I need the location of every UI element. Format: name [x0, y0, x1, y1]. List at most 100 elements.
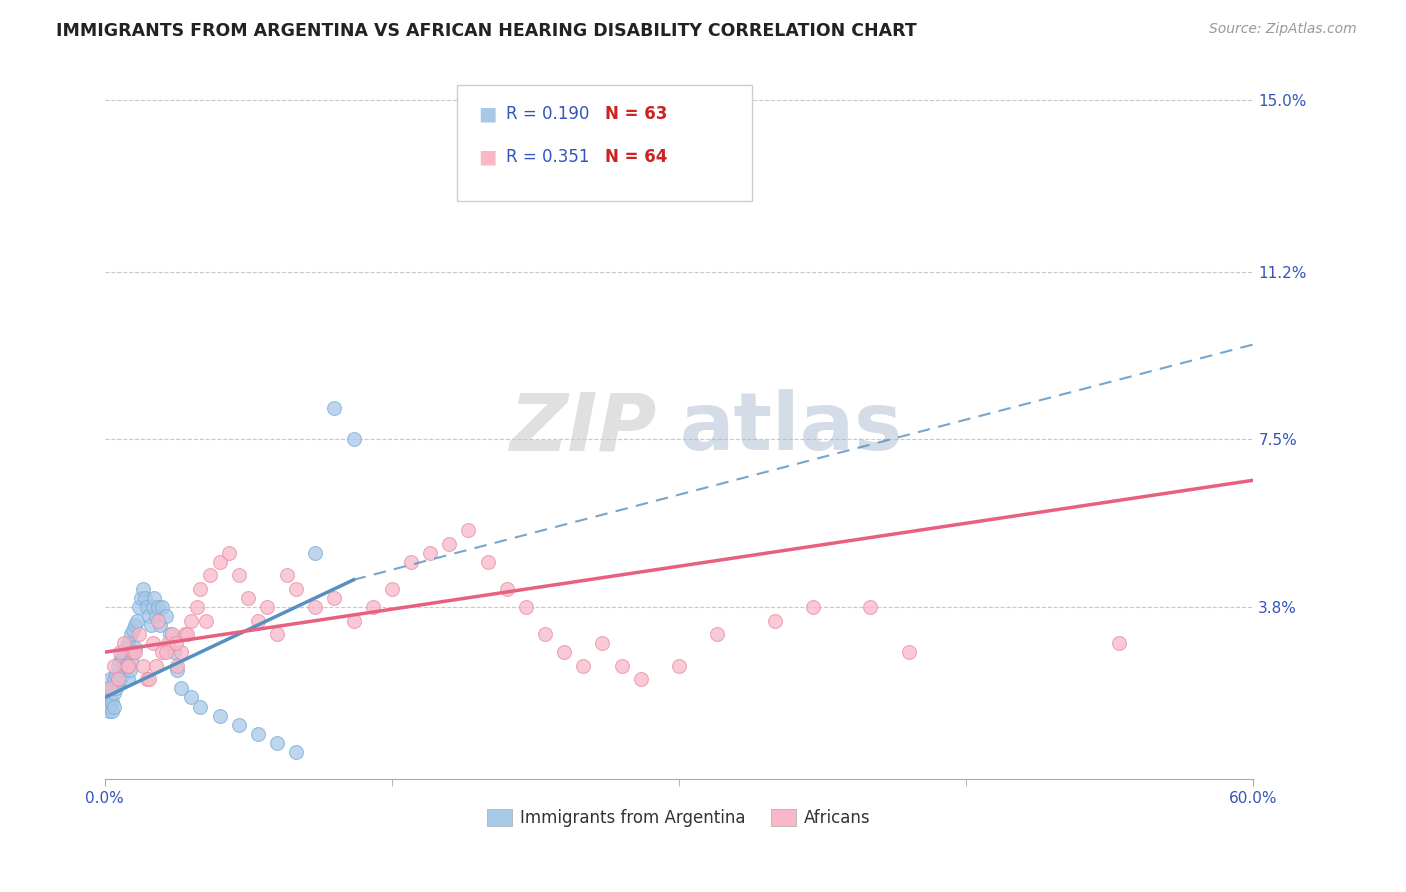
Point — [103, 673, 125, 687]
Point — [186, 599, 208, 614]
Point — [495, 582, 517, 596]
Point — [706, 627, 728, 641]
Text: ■: ■ — [478, 104, 496, 124]
Point — [124, 640, 146, 655]
Point — [553, 645, 575, 659]
Point — [132, 658, 155, 673]
Point — [228, 568, 250, 582]
Text: ZIP: ZIP — [509, 389, 657, 467]
Point — [228, 717, 250, 731]
Point — [100, 681, 122, 696]
Point — [897, 645, 920, 659]
Point — [100, 690, 122, 705]
Point — [419, 546, 441, 560]
Point — [111, 668, 134, 682]
Point — [96, 690, 118, 705]
Point — [97, 681, 120, 696]
Point — [105, 681, 128, 696]
Point — [180, 690, 202, 705]
Point — [323, 591, 346, 605]
Point — [266, 627, 288, 641]
Point — [108, 673, 131, 687]
Point — [180, 614, 202, 628]
Point — [572, 658, 595, 673]
Point — [610, 658, 633, 673]
Point — [165, 636, 187, 650]
Point — [155, 645, 177, 659]
Point — [160, 627, 183, 641]
Point — [156, 636, 179, 650]
Point — [117, 673, 139, 687]
Point — [190, 699, 212, 714]
Point — [138, 673, 160, 687]
Point — [103, 658, 125, 673]
Point — [112, 636, 135, 650]
Point — [190, 582, 212, 596]
Point — [285, 745, 308, 759]
Point — [128, 599, 150, 614]
Point — [101, 695, 124, 709]
Point — [132, 582, 155, 596]
Point — [159, 627, 181, 641]
Point — [534, 627, 557, 641]
Point — [170, 681, 193, 696]
Point — [515, 599, 537, 614]
Point — [124, 645, 146, 659]
Point — [208, 708, 231, 723]
Point — [591, 636, 613, 650]
Point — [112, 645, 135, 659]
Point — [143, 591, 166, 605]
Point — [150, 645, 173, 659]
Point — [477, 555, 499, 569]
Point — [1108, 636, 1130, 650]
Point — [100, 673, 122, 687]
Point — [266, 736, 288, 750]
Point — [122, 623, 145, 637]
Point — [108, 654, 131, 668]
Point — [117, 658, 139, 673]
Legend: Immigrants from Argentina, Africans: Immigrants from Argentina, Africans — [481, 802, 877, 834]
Point — [121, 627, 143, 641]
Text: IMMIGRANTS FROM ARGENTINA VS AFRICAN HEARING DISABILITY CORRELATION CHART: IMMIGRANTS FROM ARGENTINA VS AFRICAN HEA… — [56, 22, 917, 40]
Point — [117, 636, 139, 650]
Point — [342, 433, 364, 447]
Point — [100, 699, 122, 714]
Point — [668, 658, 690, 673]
Point — [285, 582, 308, 596]
Point — [138, 609, 160, 624]
Point — [141, 636, 163, 650]
Point — [150, 599, 173, 614]
Point — [118, 645, 141, 659]
Point — [304, 599, 326, 614]
Point — [149, 618, 172, 632]
Point — [127, 614, 149, 628]
Point — [101, 704, 124, 718]
Point — [117, 658, 139, 673]
Point — [135, 599, 157, 614]
Point — [128, 627, 150, 641]
Point — [103, 686, 125, 700]
Point — [122, 645, 145, 659]
Point — [323, 401, 346, 415]
Point — [135, 673, 157, 687]
Point — [439, 536, 461, 550]
Point — [801, 599, 824, 614]
Point — [763, 614, 786, 628]
Point — [114, 640, 136, 655]
Point — [246, 614, 269, 628]
Point — [256, 599, 278, 614]
Point — [148, 614, 170, 628]
Point — [166, 658, 188, 673]
Point — [145, 658, 167, 673]
Point — [129, 591, 152, 605]
Point — [166, 663, 188, 677]
Point — [381, 582, 404, 596]
Text: N = 63: N = 63 — [605, 105, 666, 123]
Text: R = 0.190: R = 0.190 — [506, 105, 589, 123]
Point — [105, 668, 128, 682]
Point — [121, 654, 143, 668]
Point — [141, 599, 163, 614]
Point — [859, 599, 882, 614]
Point — [361, 599, 384, 614]
Point — [176, 627, 198, 641]
